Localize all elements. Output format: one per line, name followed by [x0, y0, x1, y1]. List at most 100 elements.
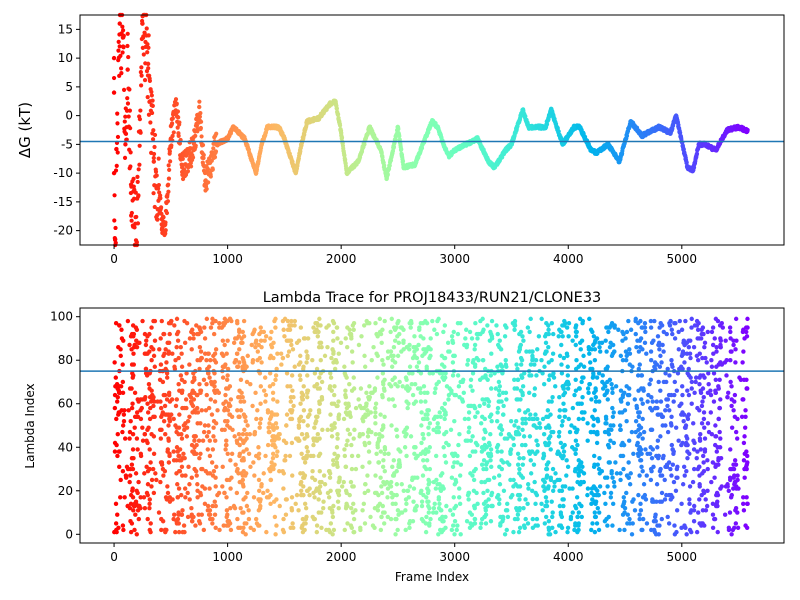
- lambda-point: [373, 473, 378, 478]
- dG-point: [114, 146, 119, 152]
- lambda-point: [273, 373, 279, 378]
- lambda-point: [148, 460, 153, 465]
- lambda-point: [659, 360, 664, 365]
- lambda-point: [121, 527, 126, 533]
- lambda-point: [602, 475, 608, 480]
- lambda-point: [702, 436, 708, 441]
- lambda-point: [386, 451, 391, 456]
- lambda-point: [374, 451, 379, 456]
- lambda-point: [207, 438, 212, 443]
- dG-point: [743, 127, 748, 133]
- lambda-point: [684, 468, 689, 474]
- lambda-point: [450, 373, 456, 378]
- lambda-point: [155, 399, 160, 404]
- lambda-point: [517, 497, 522, 502]
- lambda-point: [220, 484, 225, 489]
- dG-point: [198, 125, 203, 131]
- lambda-point: [348, 479, 354, 485]
- lambda-point: [336, 412, 342, 417]
- lambda-point: [130, 375, 135, 380]
- lambda-point: [505, 514, 511, 520]
- lambda-point: [659, 516, 664, 522]
- lambda-point: [421, 436, 426, 441]
- lambda-point: [176, 381, 181, 387]
- lambda-point: [204, 392, 209, 398]
- lambda-point: [437, 410, 442, 415]
- lambda-point: [115, 395, 120, 400]
- lambda-point: [168, 321, 173, 326]
- lambda-point: [463, 336, 468, 341]
- lambda-point: [208, 516, 213, 522]
- lambda-point: [610, 405, 615, 411]
- lambda-point: [512, 423, 517, 428]
- lambda-point: [121, 412, 127, 417]
- lambda-point: [273, 325, 278, 330]
- lambda-point: [187, 497, 192, 502]
- lambda-point: [576, 416, 582, 422]
- lambda-point: [432, 390, 438, 396]
- lambda-point: [362, 482, 368, 487]
- lambda-point: [466, 429, 471, 435]
- lambda-point: [373, 414, 378, 419]
- lambda-point: [365, 434, 371, 439]
- lambda-point: [621, 495, 626, 500]
- lambda-point: [627, 482, 633, 487]
- lambda-point: [595, 488, 600, 493]
- lambda-point: [468, 384, 473, 389]
- lambda-point: [394, 427, 399, 433]
- lambda-point: [144, 338, 149, 343]
- lambda-point: [166, 340, 172, 346]
- lambda-point: [185, 418, 191, 424]
- lambda-point: [626, 460, 631, 465]
- lambda-point: [347, 381, 352, 387]
- dG-y-axis-label: ΔG (kT): [16, 102, 34, 158]
- dG-point: [304, 119, 310, 124]
- lambda-point: [574, 495, 580, 500]
- lambda-point: [228, 486, 233, 491]
- lambda-point: [241, 399, 247, 404]
- lambda-point: [541, 381, 547, 387]
- lambda-point: [545, 408, 551, 413]
- lambda-point: [550, 488, 556, 493]
- lambda-point: [229, 451, 235, 456]
- lambda-point: [652, 360, 658, 365]
- lambda-point: [589, 486, 595, 491]
- lambda-point: [580, 416, 586, 422]
- lambda-point: [735, 510, 740, 515]
- lambda-point: [549, 499, 554, 504]
- lambda-point: [572, 527, 577, 533]
- lambda-point: [336, 399, 341, 404]
- lambda-point: [289, 416, 295, 422]
- lambda-point: [652, 364, 657, 369]
- lambda-point: [186, 464, 191, 470]
- lambda-point: [351, 436, 356, 441]
- dG-point: [150, 103, 155, 108]
- lambda-point: [586, 390, 591, 396]
- lambda-point: [364, 390, 369, 396]
- lambda-point: [268, 492, 273, 498]
- lambda-point: [689, 401, 694, 406]
- dG-point: [137, 117, 143, 122]
- lambda-point: [639, 325, 644, 330]
- dG-point: [337, 123, 343, 128]
- lambda-point: [535, 347, 540, 352]
- lambda-point: [613, 460, 618, 465]
- dG-point: [200, 142, 206, 148]
- lambda-point: [403, 427, 408, 433]
- lambda-point: [468, 377, 474, 383]
- lambda-point: [515, 516, 520, 522]
- lambda-point: [668, 497, 673, 502]
- lambda-point: [689, 379, 695, 385]
- lambda-point: [561, 401, 566, 406]
- dG-point: [135, 221, 141, 226]
- lambda-point: [712, 475, 717, 480]
- lambda-point: [145, 334, 150, 339]
- lambda-point: [610, 523, 615, 528]
- dG-point: [112, 218, 117, 223]
- dG-point: [136, 193, 141, 198]
- lambda-point: [205, 447, 210, 452]
- lambda-point: [149, 477, 155, 483]
- lambda-point: [718, 397, 723, 402]
- lambda-point: [298, 401, 303, 406]
- lambda-point: [222, 321, 228, 326]
